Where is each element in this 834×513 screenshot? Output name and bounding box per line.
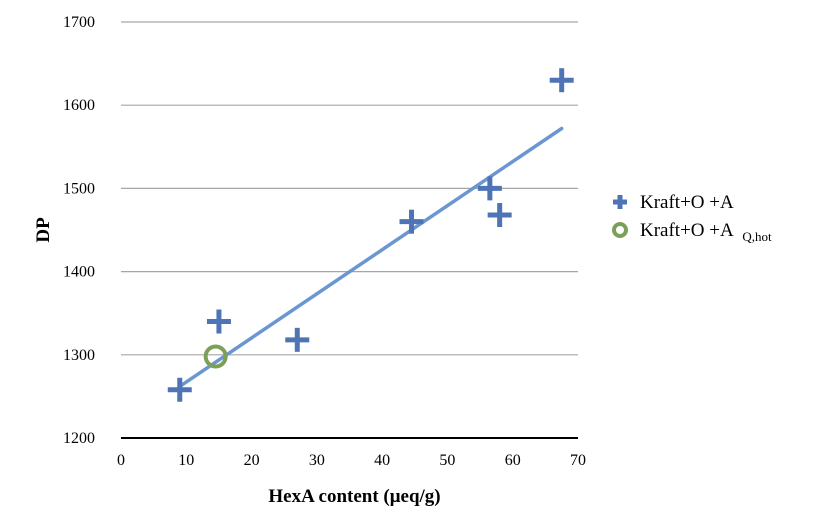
gridlines <box>121 21 578 356</box>
legend-label: Kraft+O +A Q,hot <box>640 220 772 244</box>
data-point-plus <box>206 309 231 334</box>
y-tick-label: 1600 <box>63 97 95 114</box>
legend-label-subscript: Q,hot <box>742 229 772 244</box>
x-tick-label: 70 <box>570 452 586 469</box>
data-point-plus <box>477 176 502 201</box>
y-tick-label: 1700 <box>63 14 95 31</box>
legend-plus-shape <box>613 195 627 209</box>
x-tick-label: 20 <box>244 452 260 469</box>
legend-plus-marker-icon <box>613 195 627 209</box>
data-point-plus <box>167 377 192 402</box>
data-point-plus <box>487 203 512 228</box>
legend-circle-shape <box>612 222 628 238</box>
legend-label: Kraft+O +A <box>640 192 734 213</box>
data-points <box>167 68 574 402</box>
data-point-plus <box>399 209 424 234</box>
y-tick-label: 1300 <box>63 347 95 364</box>
y-tick-label: 1200 <box>63 430 95 447</box>
legend-item-kraft-o-a-qhot: Kraft+O +A Q,hot <box>612 220 772 244</box>
data-point-circle <box>203 344 228 369</box>
y-axis-tick-labels: 1200 1300 1400 1500 1600 1700 <box>63 14 95 447</box>
x-tick-label: 30 <box>309 452 325 469</box>
y-axis-title: DP <box>33 217 54 243</box>
legend-label-main: Kraft+O +A <box>640 192 734 213</box>
y-tick-label: 1400 <box>63 264 95 281</box>
data-point-plus <box>285 327 310 352</box>
x-axis-tick-labels: 0 10 20 30 40 50 60 70 <box>117 452 586 469</box>
x-tick-label: 60 <box>505 452 521 469</box>
legend-circle-marker-icon <box>612 222 628 238</box>
y-tick-label: 1500 <box>63 180 95 197</box>
data-point-plus <box>549 68 574 93</box>
x-tick-label: 10 <box>178 452 194 469</box>
trendline <box>178 126 564 389</box>
legend: Kraft+O +A Kraft+O +A Q,hot <box>612 192 772 244</box>
legend-item-kraft-o-a: Kraft+O +A <box>613 192 734 213</box>
x-axis-title: HexA content (μeq/g) <box>268 486 440 507</box>
x-tick-label: 0 <box>117 452 125 469</box>
legend-label-main: Kraft+O +A <box>640 220 734 241</box>
x-tick-label: 50 <box>439 452 455 469</box>
x-tick-label: 40 <box>374 452 390 469</box>
